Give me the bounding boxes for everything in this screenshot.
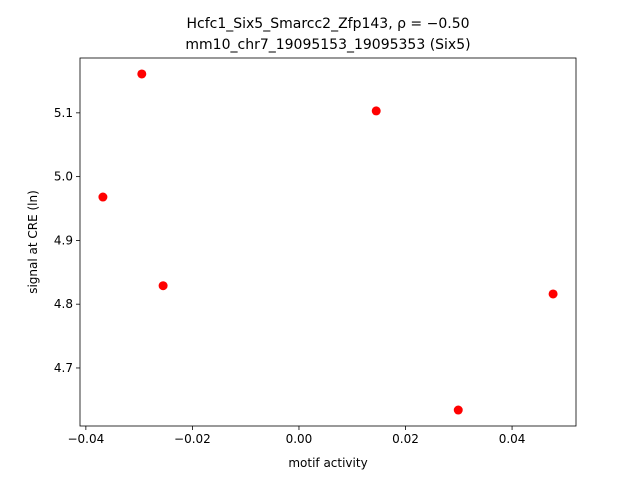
chart-subtitle: mm10_chr7_19095153_19095353 (Six5) (185, 37, 470, 53)
x-tick-label: 0.04 (499, 432, 526, 446)
y-tick-label: 4.7 (54, 361, 73, 375)
x-tick-label: 0.00 (286, 432, 313, 446)
point (137, 69, 147, 79)
point (158, 281, 168, 291)
point (371, 106, 381, 116)
y-tick-label: 4.9 (54, 233, 73, 247)
x-tick-label: 0.02 (392, 432, 419, 446)
x-tick-label: −0.04 (67, 432, 104, 446)
y-tick-label: 5.1 (54, 106, 73, 120)
y-axis-label: signal at CRE (ln) (26, 190, 40, 294)
chart-title: Hcfc1_Six5_Smarcc2_Zfp143, ρ = −0.50 (186, 16, 469, 32)
point (453, 405, 463, 415)
point (98, 192, 108, 202)
y-tick-label: 5.0 (54, 170, 73, 184)
plot-frame (79, 57, 577, 427)
x-tick-label: −0.02 (174, 432, 211, 446)
point (548, 289, 558, 299)
y-tick-label: 4.8 (54, 297, 73, 311)
x-axis-label: motif activity (288, 456, 367, 470)
